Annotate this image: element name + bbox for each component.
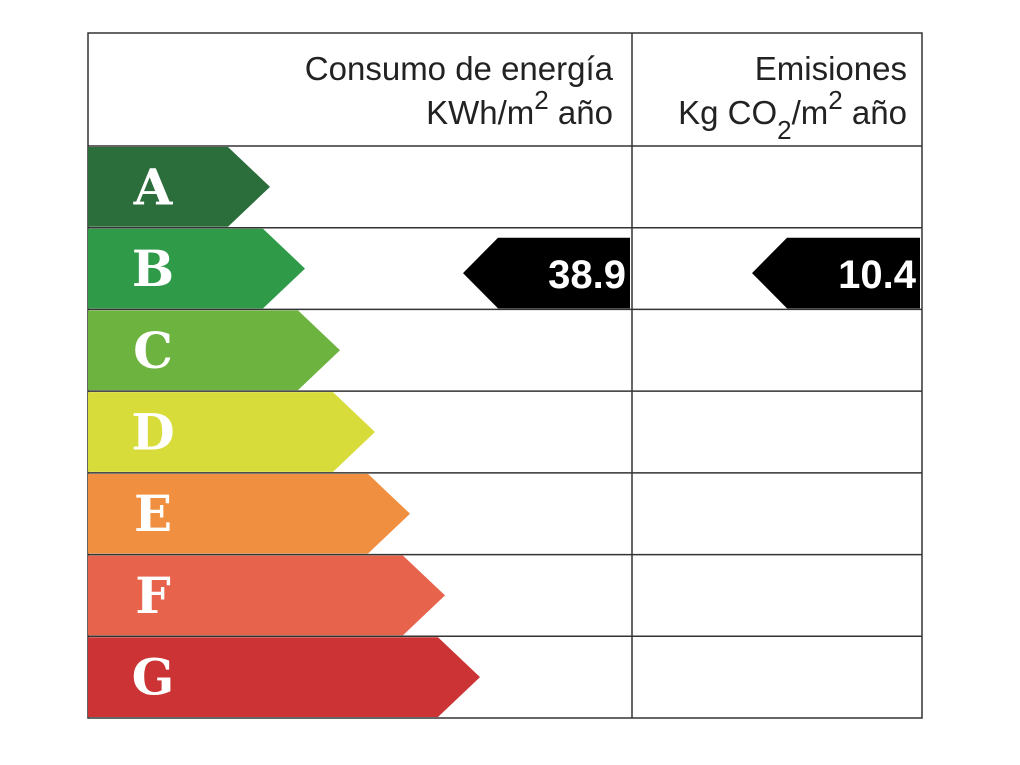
unit-part: año [549, 94, 613, 131]
header-unit: Kg CO2/m2 año [678, 85, 907, 145]
unit-part: Kg CO [678, 94, 777, 131]
unit-part: año [843, 94, 907, 131]
class-bar [88, 228, 305, 309]
header-unit: KWh/m2 año [426, 85, 613, 131]
class-bar [88, 473, 410, 554]
class-letter: C [133, 321, 173, 380]
class-letter: D [131, 403, 174, 462]
rating-marker [752, 237, 920, 309]
class-letter: G [132, 648, 175, 707]
class-bar [88, 392, 375, 472]
rating-marker [463, 237, 630, 309]
unit-part: 2 [828, 85, 842, 115]
class-bar [88, 555, 445, 636]
class-bar [88, 147, 270, 227]
rating-value: 10.4 [838, 253, 917, 297]
class-letter: E [134, 484, 172, 543]
unit-part: KWh/m [426, 94, 534, 131]
rating-value: 38.9 [548, 253, 626, 297]
unit-part: 2 [534, 85, 548, 115]
class-letter: A [133, 157, 174, 216]
class-letter: B [132, 239, 174, 298]
unit-part: 2 [777, 115, 791, 145]
class-letter: F [135, 566, 171, 625]
header-title: Consumo de energía [305, 50, 614, 87]
class-bar [88, 310, 340, 391]
unit-part: /m [792, 94, 829, 131]
class-bar [88, 637, 480, 717]
header-title: Emisiones [755, 50, 907, 87]
